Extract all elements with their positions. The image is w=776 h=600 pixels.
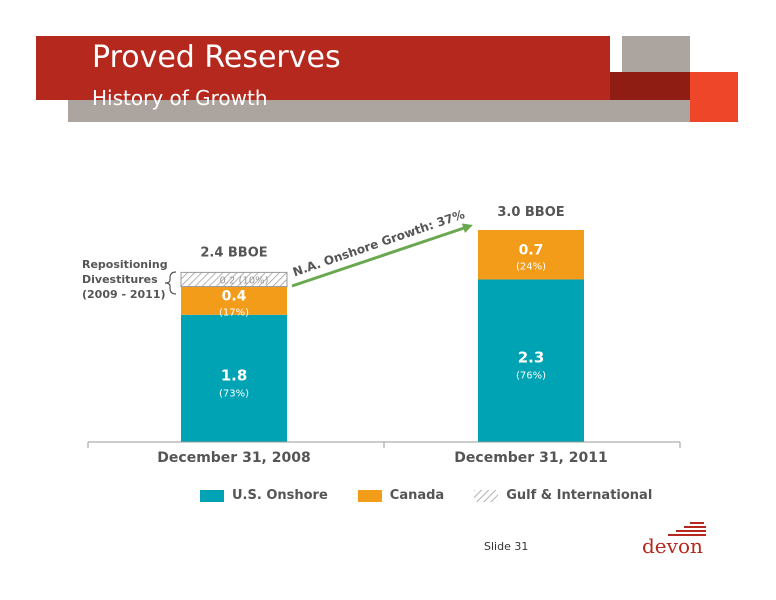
bar-us-onshore [478,279,584,442]
logo-text: devon [642,534,703,558]
bar-gulf-international [180,271,288,288]
data-label-pct: (73%) [219,388,249,399]
bar-us-onshore [181,314,287,442]
legend-swatch [200,489,224,502]
total-label: 2.4 BBOE [200,245,267,260]
legend-label: Gulf & International [506,488,653,503]
side-note-line: Repositioning [82,258,168,271]
total-label: 3.0 BBOE [497,205,564,220]
slide-number: Slide 31 [484,540,529,553]
data-label-pct: (24%) [516,262,546,273]
data-label-gulf: 0.2 (10%) [219,275,268,286]
header-grey-block [622,36,690,72]
devon-logo: devon [640,520,720,560]
header-dark-block [610,72,690,100]
data-label-pct: (17%) [219,308,249,319]
legend-item-canada: Canada [357,488,445,503]
header-band [36,36,610,100]
data-label: 1.8 [221,366,248,384]
legend: U.S. Onshore Canada Gulf & International [200,488,682,503]
growth-annotation: N.A. Onshore Growth: 37% [291,207,467,279]
bar-canada [181,286,287,315]
legend-swatch [474,489,499,502]
devon-logo-icon [668,522,706,536]
side-note-line: Divestitures [82,273,158,286]
category-label: December 31, 2011 [454,450,607,466]
bar-canada [478,230,584,280]
legend-swatch [357,489,382,502]
legend-label: U.S. Onshore [232,488,328,503]
data-label: 0.7 [519,243,544,259]
side-note-line: (2009 - 2011) [82,288,166,301]
growth-arrow [291,223,473,288]
page-title: Proved Reserves [92,40,341,75]
header-grey-bar [68,100,690,122]
data-label: 2.3 [518,349,545,367]
category-label: December 31, 2008 [157,450,310,466]
legend-item-us-onshore: U.S. Onshore [200,488,328,503]
data-label-pct: (76%) [516,371,546,382]
legend-label: Canada [389,488,445,503]
legend-item-gulf: Gulf & International [474,488,652,503]
side-note-brace [164,271,177,295]
header-orange-block [690,72,738,122]
data-label: 0.4 [222,289,247,305]
page-subtitle: History of Growth [92,86,268,110]
